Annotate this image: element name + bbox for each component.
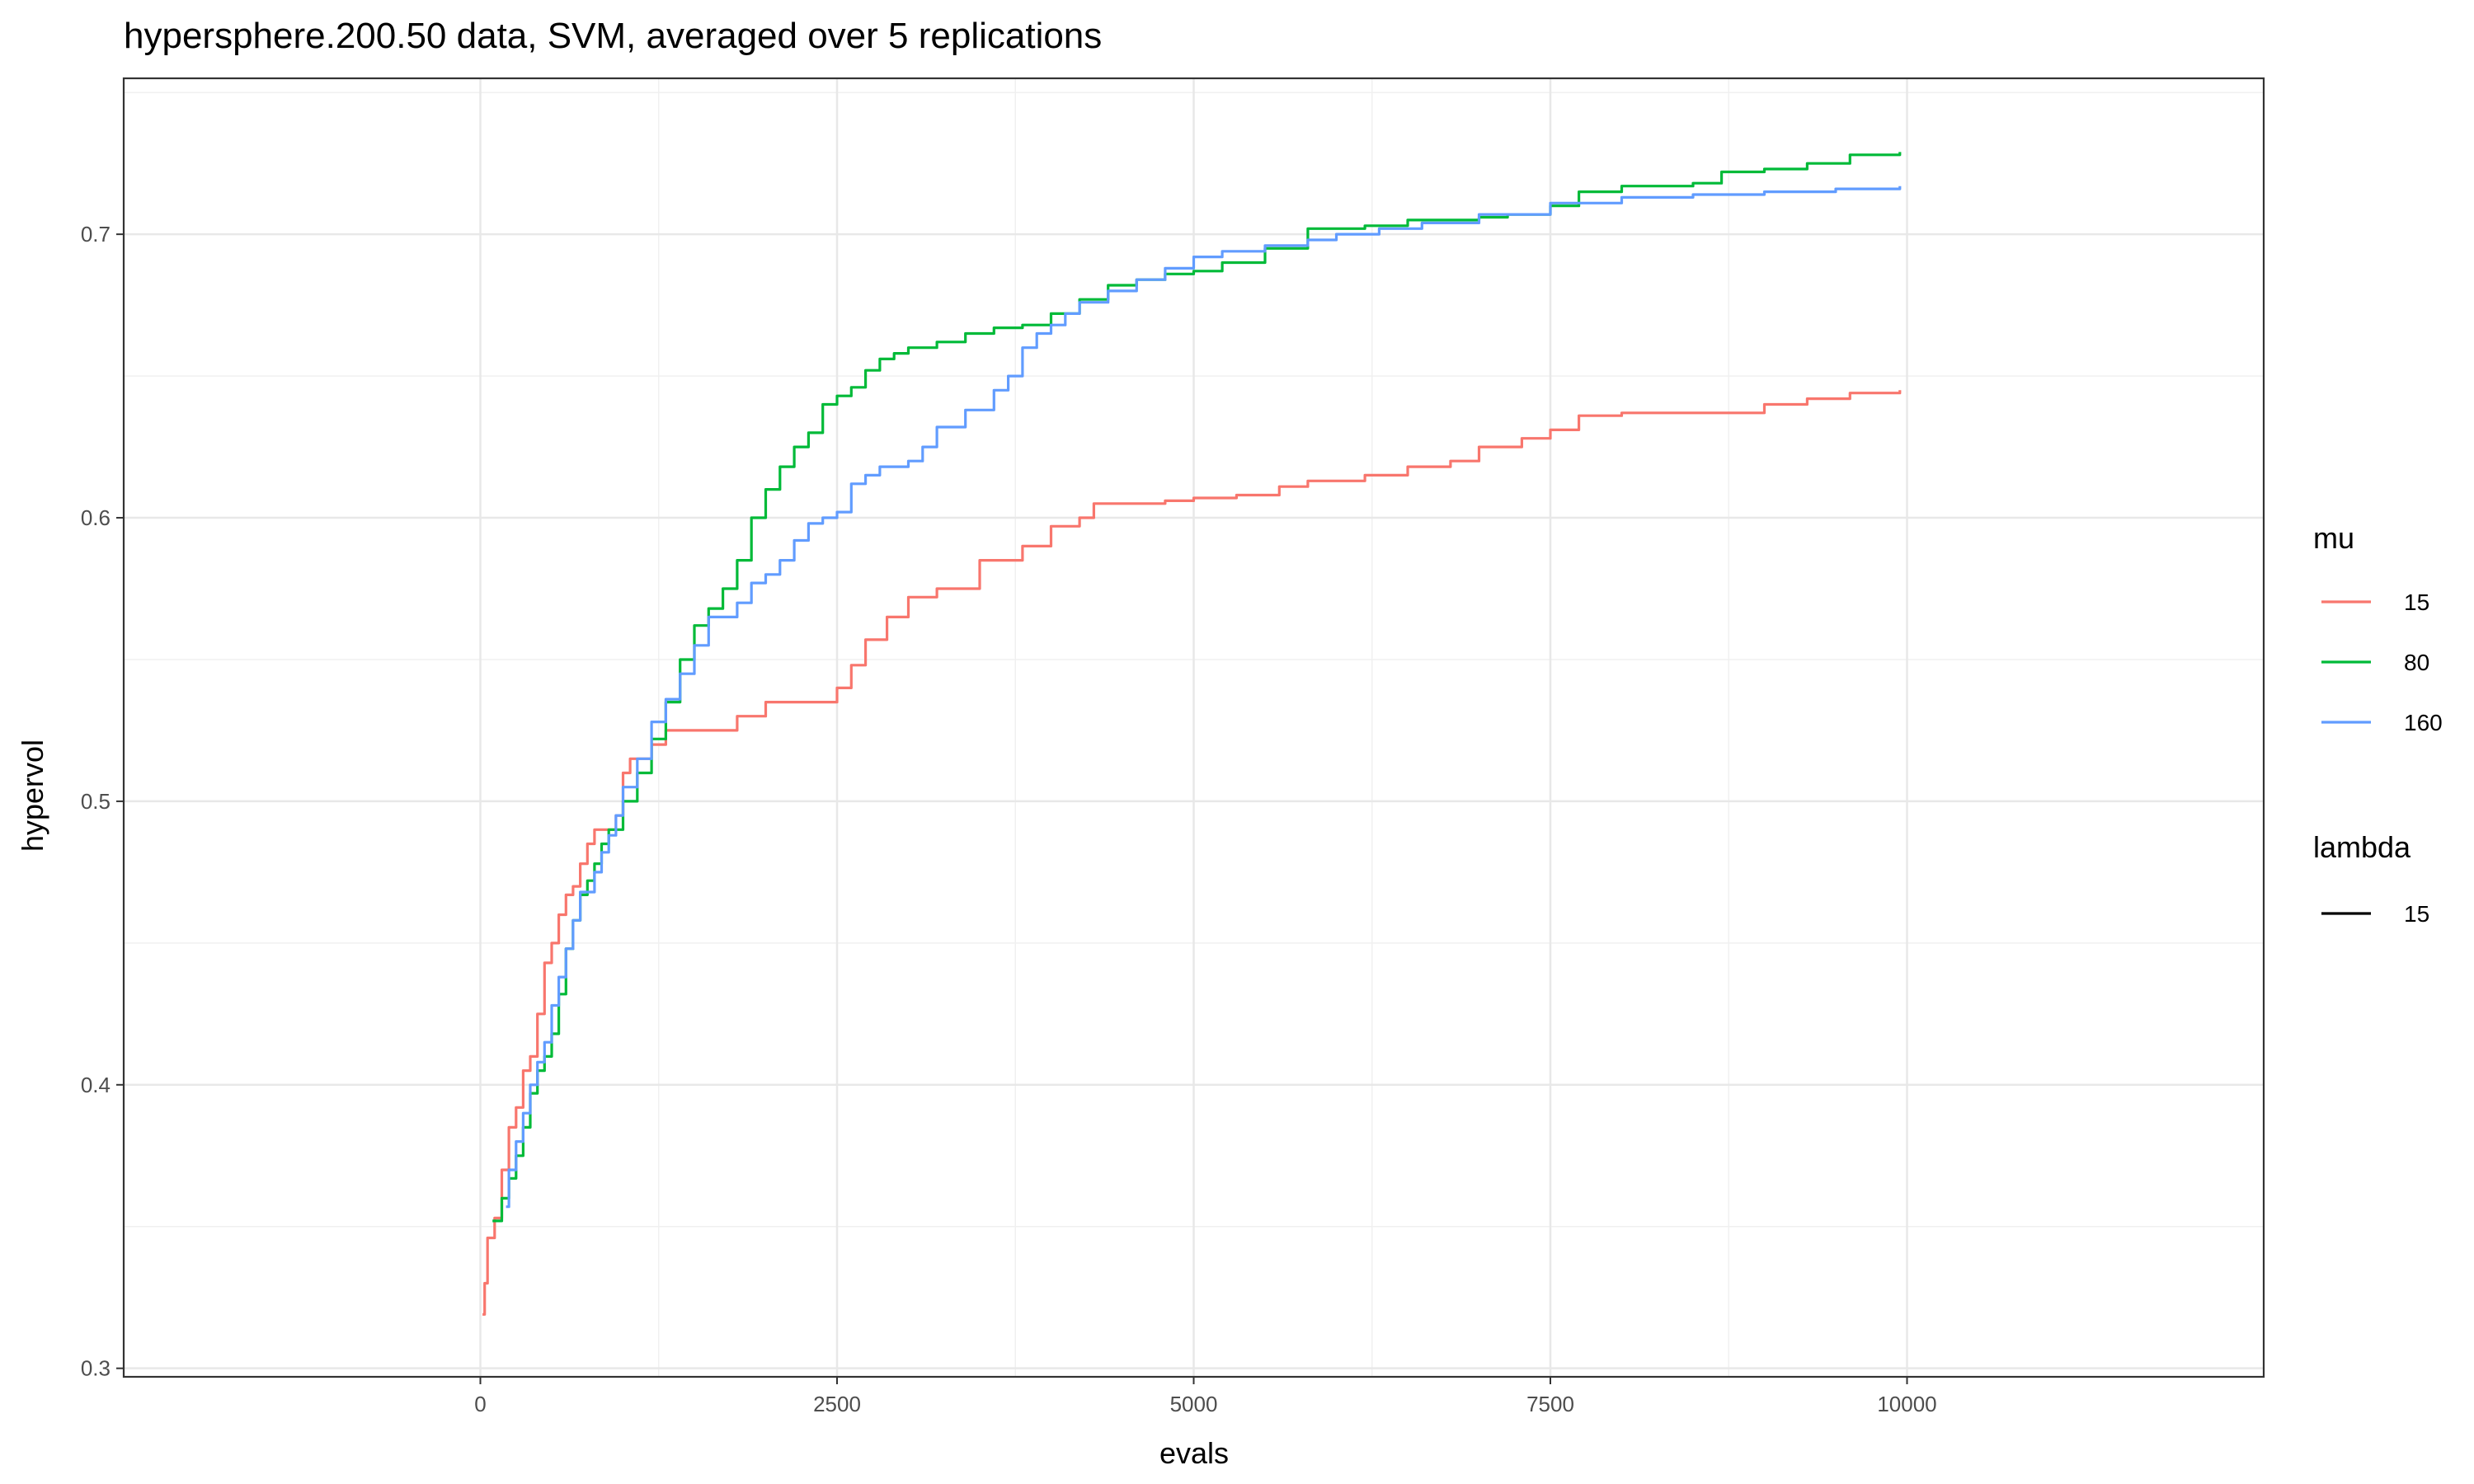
series-line-mu-15 xyxy=(482,390,1902,1316)
series-line-mu-160 xyxy=(506,186,1902,1209)
legend-lambda-title: lambda xyxy=(2313,830,2411,864)
y-tick-label: 0.3 xyxy=(81,1356,111,1381)
x-tick-label: 5000 xyxy=(1170,1392,1218,1416)
x-tick-label: 0 xyxy=(474,1392,486,1416)
y-tick-label: 0.4 xyxy=(81,1073,111,1097)
legend-label-mu-80: 80 xyxy=(2404,650,2429,675)
plot-border xyxy=(122,77,2265,1378)
chart-title: hypersphere.200.50 data, SVM, averaged o… xyxy=(124,16,1102,56)
x-axis-title: evals xyxy=(1159,1436,1229,1470)
y-tick-label: 0.5 xyxy=(81,789,111,814)
legend-label-mu-160: 160 xyxy=(2404,710,2443,735)
y-axis-title: hypervol xyxy=(16,740,49,852)
plot-panel: 0 2500 5000 7500 10000 0.3 0.4 0.5 0.6 0.7 xyxy=(81,77,2265,1416)
legend: mu lambda 15 80 160 15 xyxy=(2313,521,2443,927)
y-tick-label: 0.6 xyxy=(81,505,111,530)
legend-label-lambda-15: 15 xyxy=(2404,901,2429,927)
legend-label-mu-15: 15 xyxy=(2404,589,2429,615)
legend-mu-title: mu xyxy=(2313,521,2354,555)
y-tick-label: 0.7 xyxy=(81,222,111,247)
x-tick-label: 7500 xyxy=(1526,1392,1574,1416)
x-tick-label: 10000 xyxy=(1877,1392,1936,1416)
x-tick-label: 2500 xyxy=(813,1392,861,1416)
